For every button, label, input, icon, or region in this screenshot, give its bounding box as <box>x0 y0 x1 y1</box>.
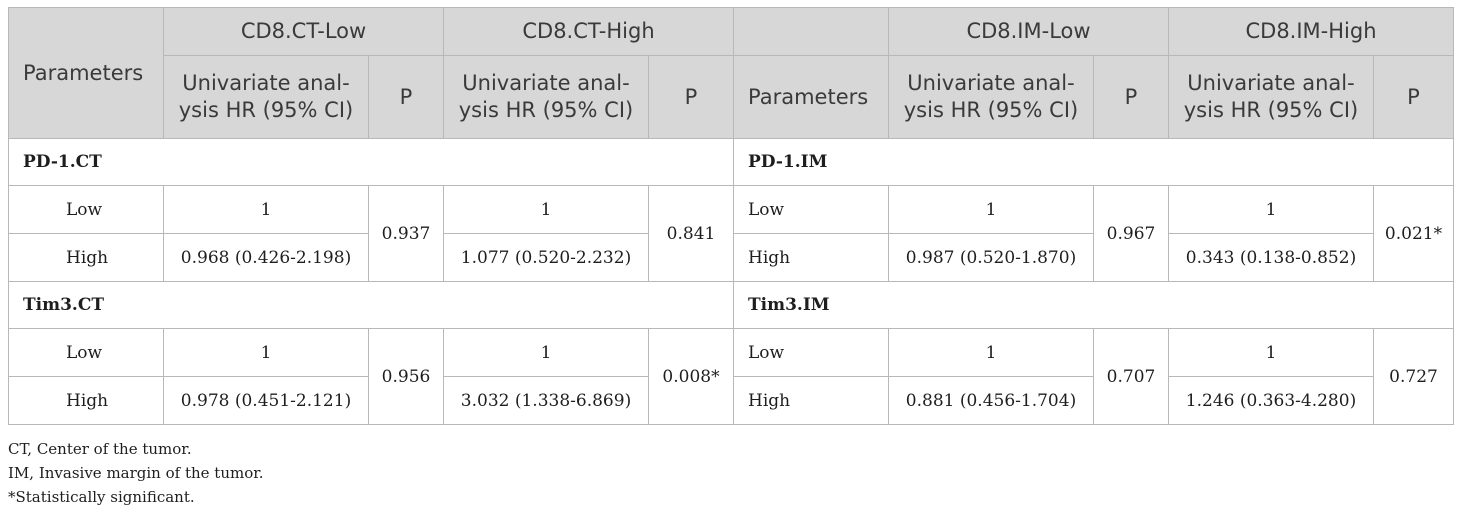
row-label: Low <box>8 328 164 377</box>
row-label: High <box>8 233 164 282</box>
table-row: Low 1 0.937 1 0.841 Low 1 0.967 1 0.021* <box>8 185 1454 282</box>
hr-header-im-high: Univariate anal-ysis HR (95% CI) <box>1168 55 1374 139</box>
row-label: Low <box>733 328 889 377</box>
footnote-ct: CT, Center of the tumor. <box>8 440 192 458</box>
hr-cell: 0.343 (0.138-0.852) <box>1168 233 1374 282</box>
table-header: Parameters CD8.CT-Low CD8.CT-High CD8.IM… <box>8 7 1454 139</box>
hr-cell: 0.968 (0.426-2.198) <box>163 233 369 282</box>
p-header-im-low: P <box>1093 55 1169 139</box>
hr-cell: 0.978 (0.451-2.121) <box>163 376 369 425</box>
row-label: Low <box>733 185 889 234</box>
table-row: Low 1 0.956 1 0.008* Low 1 0.707 1 0.727 <box>8 328 1454 425</box>
results-table: Parameters CD8.CT-Low CD8.CT-High CD8.IM… <box>8 7 1454 425</box>
footnotes: CT, Center of the tumor. IM, Invasive ma… <box>8 437 264 509</box>
footnote-im: IM, Invasive margin of the tumor. <box>8 464 264 482</box>
p-value-cell: 0.967 <box>1093 185 1169 282</box>
hr-cell: 1 <box>888 328 1094 377</box>
hr-cell: 1 <box>163 185 369 234</box>
p-value-cell: 0.008* <box>648 328 734 425</box>
blank-header-cell <box>733 7 889 56</box>
hr-header-line1: Univariate anal- <box>907 71 1075 95</box>
table-row: High 0.968 (0.426-2.198) 1.077 (0.520-2.… <box>8 233 1454 282</box>
section-row-tim3: Tim3.CT Tim3.IM <box>8 281 1454 329</box>
row-label: Low <box>8 185 164 234</box>
hr-header-line2: ysis HR (95% CI) <box>178 98 354 122</box>
hr-header-line1: Univariate anal- <box>182 71 350 95</box>
hr-header-line1: Univariate anal- <box>1187 71 1355 95</box>
hr-cell: 1.077 (0.520-2.232) <box>443 233 649 282</box>
group-header-ct-low: CD8.CT-Low <box>163 7 444 56</box>
hr-cell: 1 <box>443 328 649 377</box>
section-title-tim3-im: Tim3.IM <box>733 281 1454 329</box>
hr-header-line2: ysis HR (95% CI) <box>458 98 634 122</box>
section-title-tim3-ct: Tim3.CT <box>8 281 734 329</box>
p-value-cell: 0.841 <box>648 185 734 282</box>
p-value-cell: 0.021* <box>1373 185 1454 282</box>
hr-cell: 0.881 (0.456-1.704) <box>888 376 1094 425</box>
row-label: High <box>8 376 164 425</box>
hr-header-ct-high: Univariate anal-ysis HR (95% CI) <box>443 55 649 139</box>
group-header-im-low: CD8.IM-Low <box>888 7 1169 56</box>
hr-header-im-low: Univariate anal-ysis HR (95% CI) <box>888 55 1094 139</box>
hr-header-line2: ysis HR (95% CI) <box>1183 98 1359 122</box>
parameters-header-left: Parameters <box>8 7 164 139</box>
table-row: High 0.978 (0.451-2.121) 3.032 (1.338-6.… <box>8 376 1454 425</box>
hr-cell: 1 <box>1168 185 1374 234</box>
hr-cell: 1 <box>443 185 649 234</box>
row-label: High <box>733 233 889 282</box>
section-title-pd1-im: PD-1.IM <box>733 138 1454 186</box>
parameters-header-right: Parameters <box>733 55 889 139</box>
p-header-ct-high: P <box>648 55 734 139</box>
hr-header-line2: ysis HR (95% CI) <box>903 98 1079 122</box>
p-header-ct-low: P <box>368 55 444 139</box>
p-value-cell: 0.727 <box>1373 328 1454 425</box>
group-header-ct-high: CD8.CT-High <box>443 7 734 56</box>
p-header-im-high: P <box>1373 55 1454 139</box>
hr-cell: 1 <box>1168 328 1374 377</box>
p-value-cell: 0.707 <box>1093 328 1169 425</box>
hr-cell: 1.246 (0.363-4.280) <box>1168 376 1374 425</box>
hr-cell: 0.987 (0.520-1.870) <box>888 233 1094 282</box>
table-body: PD-1.CT PD-1.IM Low 1 0.937 1 0.841 Low … <box>8 138 1454 425</box>
section-title-pd1-ct: PD-1.CT <box>8 138 734 186</box>
p-value-cell: 0.937 <box>368 185 444 282</box>
hr-header-line1: Univariate anal- <box>462 71 630 95</box>
group-header-im-high: CD8.IM-High <box>1168 7 1454 56</box>
p-value-cell: 0.956 <box>368 328 444 425</box>
section-row-pd1: PD-1.CT PD-1.IM <box>8 138 1454 186</box>
hr-cell: 3.032 (1.338-6.869) <box>443 376 649 425</box>
row-label: High <box>733 376 889 425</box>
footnote-significance: *Statistically significant. <box>8 488 195 506</box>
hr-header-ct-low: Univariate anal-ysis HR (95% CI) <box>163 55 369 139</box>
hr-cell: 1 <box>888 185 1094 234</box>
hr-cell: 1 <box>163 328 369 377</box>
